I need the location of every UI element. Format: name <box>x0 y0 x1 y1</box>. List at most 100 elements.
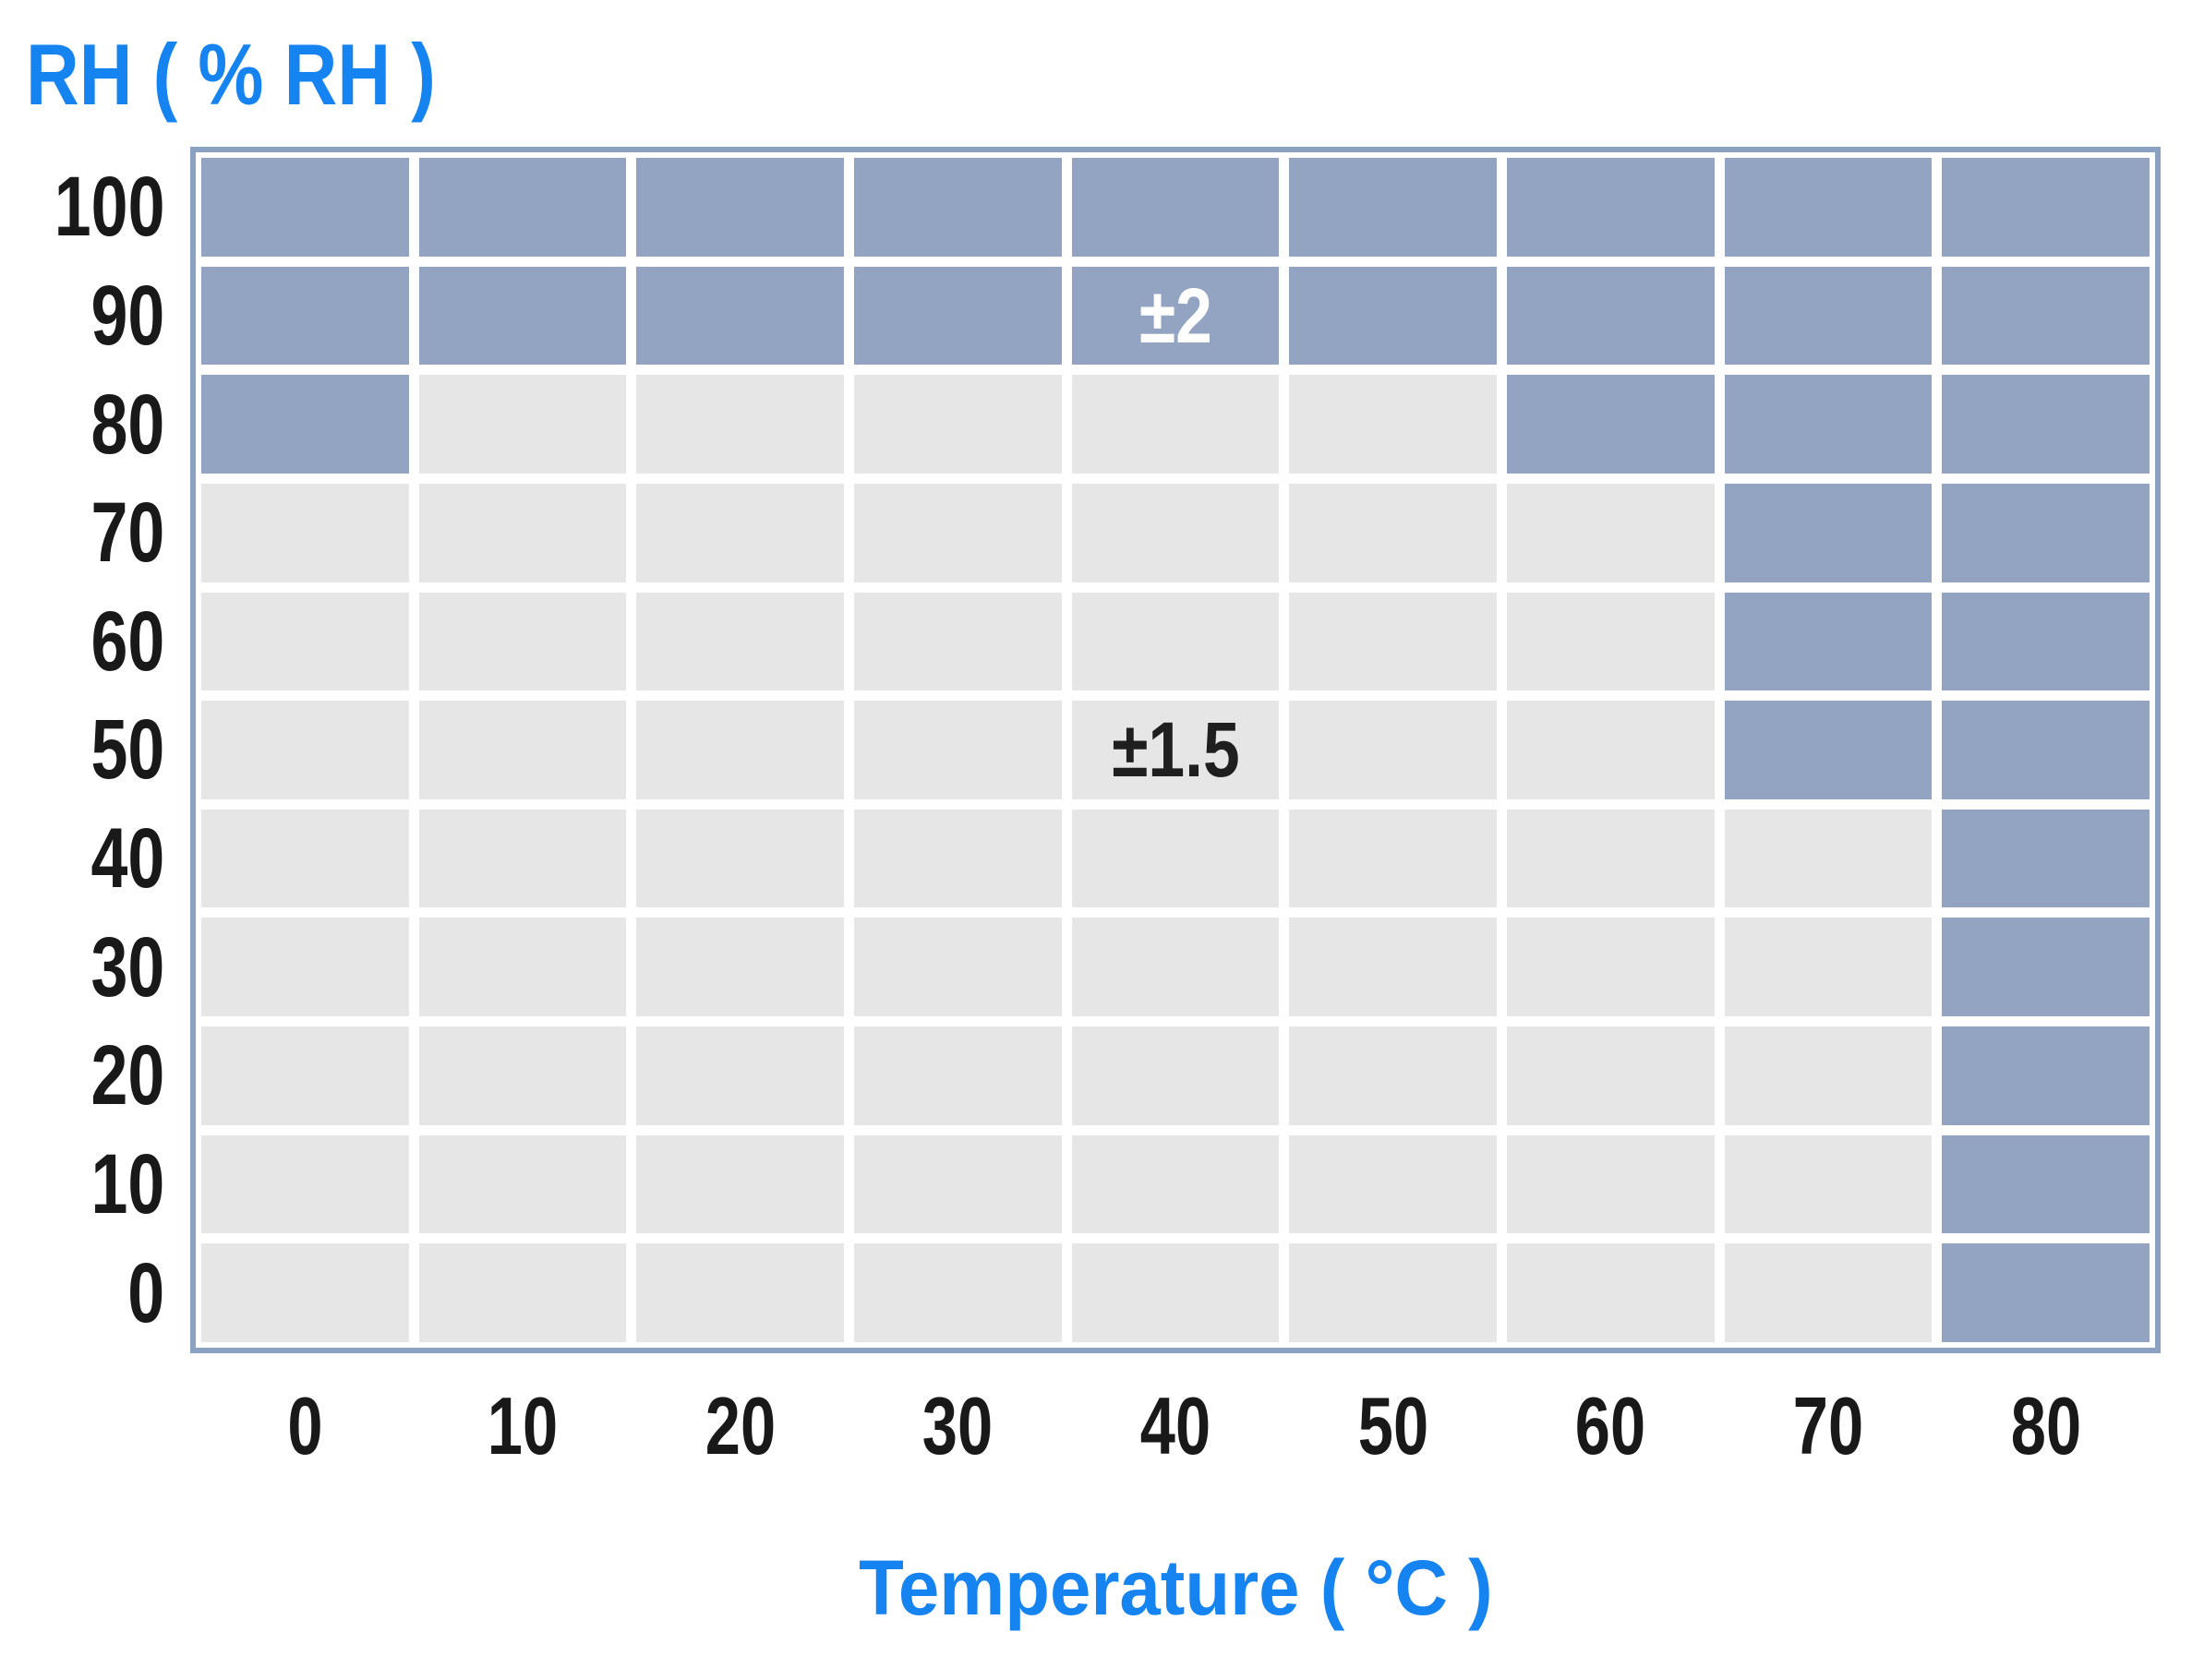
heatmap-cell <box>1071 158 1280 257</box>
heatmap-cell <box>1071 809 1280 908</box>
heatmap-cell <box>854 375 1062 474</box>
heatmap-cell <box>1724 266 1933 366</box>
heatmap-cell <box>1507 375 1715 474</box>
heatmap-cell <box>854 1026 1062 1125</box>
heatmap-cell <box>636 375 844 474</box>
heatmap-cell <box>1724 483 1933 582</box>
heatmap-cell <box>418 809 627 908</box>
heatmap-cell: ±2 <box>1071 266 1280 366</box>
heatmap-cell <box>636 266 844 366</box>
heatmap-cell <box>1289 1243 1497 1342</box>
heatmap-cell <box>201 918 409 1017</box>
heatmap-cell <box>1507 1134 1715 1234</box>
x-tick-label: 40 <box>1139 1380 1211 1471</box>
heatmap-cell <box>201 158 409 257</box>
x-tick-label: 10 <box>487 1380 559 1471</box>
y-tick-label: 70 <box>90 486 164 581</box>
x-axis-tick-labels: 0 10 20 30 40 50 60 70 80 <box>190 1364 2161 1488</box>
heatmap-cell <box>636 592 844 691</box>
heatmap-cell <box>418 375 627 474</box>
heatmap-cell <box>1289 809 1497 908</box>
heatmap-cell <box>1289 918 1497 1017</box>
heatmap-cell <box>1071 1134 1280 1234</box>
heatmap-cell <box>1942 1243 2150 1342</box>
y-tick-label: 50 <box>90 702 164 798</box>
heatmap-cell <box>1289 701 1497 799</box>
heatmap-cell <box>201 266 409 366</box>
heatmap-cell <box>1289 1026 1497 1125</box>
heatmap-cell <box>201 701 409 799</box>
y-tick-label: 20 <box>90 1028 164 1123</box>
y-tick-label: 80 <box>90 377 164 472</box>
heatmap-cell <box>1289 1134 1497 1234</box>
heatmap-cell <box>1071 918 1280 1017</box>
heatmap-cell <box>1507 592 1715 691</box>
heatmap-cell <box>1289 266 1497 366</box>
heatmap-cell <box>1942 483 2150 582</box>
y-tick-label: 60 <box>90 594 164 689</box>
heatmap-cell <box>418 1026 627 1125</box>
heatmap-cell <box>636 158 844 257</box>
heatmap-cell <box>1724 1243 1933 1342</box>
heatmap-cell <box>418 483 627 582</box>
heatmap-cell <box>854 158 1062 257</box>
heatmap-cell <box>1289 375 1497 474</box>
heatmap-cell <box>854 918 1062 1017</box>
heatmap-cell <box>418 158 627 257</box>
heatmap-cell <box>1071 1026 1280 1125</box>
heatmap-cell <box>1507 483 1715 582</box>
heatmap-cell <box>1942 1026 2150 1125</box>
heatmap-cell <box>1942 1134 2150 1234</box>
heatmap-cell <box>636 918 844 1017</box>
heatmap-cell <box>854 1134 1062 1234</box>
heatmap-cell <box>636 1243 844 1342</box>
heatmap-frame: ±2 ±1.5 <box>190 147 2161 1353</box>
heatmap-cell <box>1724 1026 1933 1125</box>
heatmap-cell <box>854 809 1062 908</box>
heatmap-cell <box>418 701 627 799</box>
heatmap-cell <box>1942 266 2150 366</box>
x-tick-label: 50 <box>1357 1380 1428 1471</box>
heatmap-cell <box>1724 701 1933 799</box>
heatmap-cell <box>418 592 627 691</box>
heatmap-cell <box>1724 592 1933 691</box>
heatmap-cell <box>418 1134 627 1234</box>
heatmap-cell <box>1942 375 2150 474</box>
heatmap-cell <box>1942 158 2150 257</box>
heatmap-cell <box>1507 266 1715 366</box>
x-tick-label: 70 <box>1792 1380 1864 1471</box>
heatmap-cell <box>201 1134 409 1234</box>
heatmap-cell <box>1507 701 1715 799</box>
heatmap-cell <box>418 1243 627 1342</box>
zone-accuracy-label: ±2 <box>1138 271 1212 359</box>
heatmap-cell <box>1289 158 1497 257</box>
heatmap-cell <box>636 701 844 799</box>
heatmap-cell <box>854 701 1062 799</box>
x-tick-label: 20 <box>705 1380 776 1471</box>
y-tick-label: 30 <box>90 919 164 1014</box>
heatmap-cell: ±1.5 <box>1071 701 1280 799</box>
heatmap-cell <box>1724 1134 1933 1234</box>
y-tick-label: 0 <box>127 1245 164 1340</box>
heatmap-cell <box>1071 483 1280 582</box>
heatmap-cell <box>854 266 1062 366</box>
zone-accuracy-label: ±1.5 <box>1111 706 1240 794</box>
heatmap-cell <box>636 1026 844 1125</box>
heatmap-cell <box>636 483 844 582</box>
heatmap-cell <box>1507 918 1715 1017</box>
heatmap-cell <box>1507 1026 1715 1125</box>
x-axis-title: Temperature ( °C ) <box>190 1549 2161 1626</box>
heatmap-cell <box>1942 701 2150 799</box>
heatmap-cell <box>1507 158 1715 257</box>
heatmap-cell <box>854 1243 1062 1342</box>
heatmap-cell <box>201 1026 409 1125</box>
heatmap-grid: ±2 ±1.5 <box>201 158 2150 1342</box>
y-tick-label: 40 <box>90 811 164 906</box>
heatmap-cell <box>1724 375 1933 474</box>
y-tick-label: 100 <box>54 160 164 255</box>
x-tick-label: 30 <box>922 1380 994 1471</box>
heatmap-cell <box>1507 1243 1715 1342</box>
heatmap-cell <box>854 483 1062 582</box>
heatmap-cell <box>854 592 1062 691</box>
heatmap-cell <box>418 918 627 1017</box>
